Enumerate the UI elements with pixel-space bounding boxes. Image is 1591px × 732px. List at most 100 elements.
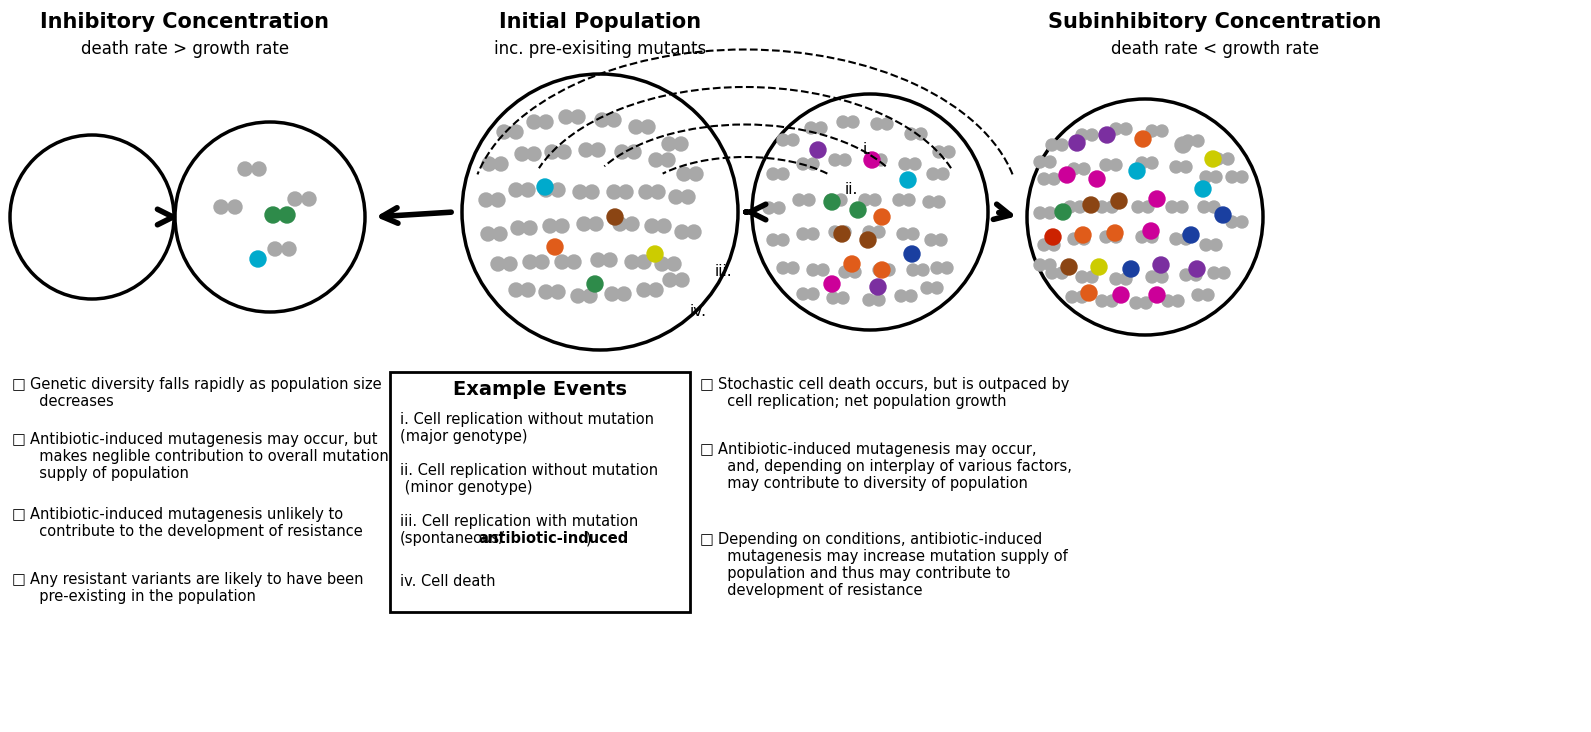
Circle shape — [1176, 137, 1192, 153]
Circle shape — [1149, 287, 1165, 303]
Circle shape — [924, 234, 937, 246]
Text: □: □ — [13, 432, 25, 447]
Circle shape — [555, 255, 570, 269]
Circle shape — [1146, 231, 1158, 243]
Circle shape — [509, 183, 523, 197]
Circle shape — [940, 262, 953, 274]
Circle shape — [520, 283, 535, 297]
Circle shape — [881, 118, 893, 130]
Circle shape — [1068, 233, 1080, 245]
Circle shape — [1061, 259, 1077, 275]
Circle shape — [916, 264, 929, 276]
Circle shape — [1044, 259, 1056, 271]
Circle shape — [625, 255, 640, 269]
Circle shape — [1222, 153, 1235, 165]
Circle shape — [613, 217, 627, 231]
Circle shape — [496, 125, 511, 139]
Circle shape — [1076, 271, 1088, 283]
Circle shape — [1192, 289, 1204, 301]
Circle shape — [1028, 99, 1263, 335]
Circle shape — [288, 192, 302, 206]
Circle shape — [864, 152, 880, 168]
Circle shape — [797, 158, 808, 170]
Circle shape — [1048, 173, 1060, 185]
Circle shape — [1045, 139, 1058, 151]
Circle shape — [1056, 139, 1068, 151]
Circle shape — [1111, 231, 1122, 243]
Circle shape — [1216, 207, 1231, 223]
Circle shape — [797, 288, 808, 300]
Text: ): ) — [585, 531, 592, 546]
Circle shape — [493, 157, 508, 171]
Text: iii. Cell replication with mutation: iii. Cell replication with mutation — [399, 514, 638, 529]
Circle shape — [627, 145, 641, 159]
Circle shape — [603, 253, 617, 267]
Circle shape — [843, 256, 861, 272]
Circle shape — [1068, 163, 1080, 175]
Circle shape — [875, 154, 888, 166]
Circle shape — [776, 234, 789, 246]
Circle shape — [547, 239, 563, 255]
Text: Antibiotic-induced mutagenesis unlikely to: Antibiotic-induced mutagenesis unlikely … — [30, 507, 344, 522]
Circle shape — [1208, 201, 1220, 213]
Circle shape — [558, 110, 573, 124]
Text: iv.: iv. — [690, 305, 706, 319]
Circle shape — [538, 179, 554, 195]
Text: □: □ — [700, 442, 714, 457]
Circle shape — [904, 246, 920, 262]
Circle shape — [480, 227, 495, 241]
Text: ii.: ii. — [845, 182, 859, 198]
Circle shape — [573, 185, 587, 199]
Circle shape — [1074, 201, 1087, 213]
Circle shape — [1166, 201, 1177, 213]
Circle shape — [1227, 216, 1238, 228]
Circle shape — [1204, 151, 1220, 167]
Circle shape — [923, 196, 936, 208]
Bar — [390, 372, 690, 612]
Text: iv. Cell death: iv. Cell death — [399, 573, 495, 589]
Circle shape — [579, 143, 593, 157]
Circle shape — [1181, 269, 1192, 281]
Circle shape — [571, 110, 585, 124]
Circle shape — [1034, 207, 1045, 219]
Circle shape — [753, 94, 988, 330]
Circle shape — [810, 142, 826, 158]
Text: Antibiotic-induced mutagenesis may occur, but: Antibiotic-induced mutagenesis may occur… — [30, 432, 377, 447]
Circle shape — [1076, 291, 1088, 303]
Text: (major genotype): (major genotype) — [399, 429, 528, 444]
Circle shape — [250, 251, 266, 267]
Circle shape — [807, 264, 819, 276]
Text: □: □ — [700, 532, 714, 547]
Circle shape — [859, 194, 870, 206]
Circle shape — [1211, 171, 1222, 183]
Circle shape — [905, 128, 916, 140]
Circle shape — [1136, 157, 1149, 169]
Circle shape — [829, 226, 842, 238]
Circle shape — [678, 167, 690, 181]
Circle shape — [1130, 297, 1142, 309]
Circle shape — [1161, 295, 1174, 307]
Circle shape — [1107, 225, 1123, 241]
Circle shape — [1048, 239, 1060, 251]
Circle shape — [527, 115, 541, 129]
Circle shape — [1181, 233, 1192, 245]
Circle shape — [1173, 295, 1184, 307]
Circle shape — [1208, 267, 1220, 279]
Circle shape — [511, 221, 525, 235]
Circle shape — [1037, 239, 1050, 251]
Circle shape — [509, 283, 523, 297]
Circle shape — [1195, 181, 1211, 197]
Circle shape — [617, 287, 632, 301]
Text: (spontaneous/: (spontaneous/ — [399, 531, 504, 546]
Circle shape — [1088, 171, 1106, 187]
Circle shape — [767, 168, 780, 180]
Circle shape — [535, 255, 549, 269]
Circle shape — [539, 285, 554, 299]
Circle shape — [1079, 233, 1090, 245]
Text: i. Cell replication without mutation: i. Cell replication without mutation — [399, 412, 654, 427]
Circle shape — [1146, 125, 1158, 137]
Circle shape — [1087, 271, 1098, 283]
Circle shape — [1066, 291, 1079, 303]
Text: makes neglible contribution to overall mutation: makes neglible contribution to overall m… — [30, 449, 388, 464]
Circle shape — [527, 147, 541, 161]
